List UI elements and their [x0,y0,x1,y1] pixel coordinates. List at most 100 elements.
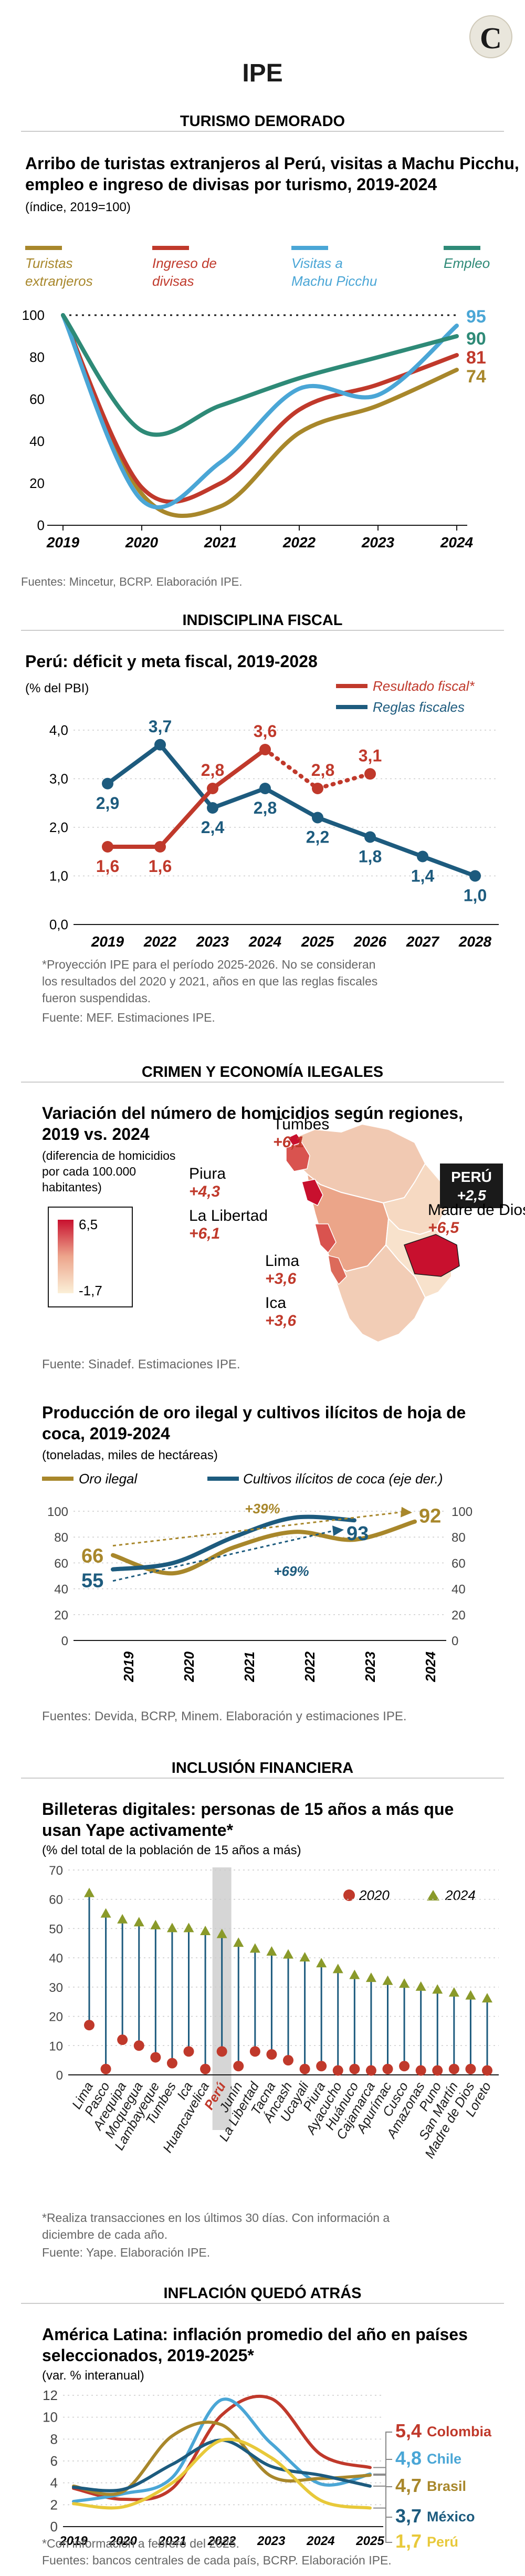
leader-line [373,2459,392,2475]
y-tick-label-right: 100 [452,1505,472,1519]
end-data-label: 3,7 [395,2505,422,2527]
region-value: +3,6 [265,1270,297,1287]
x-tick-label: 2021 [242,1651,257,1682]
data-point-2020 [349,2063,360,2074]
legend-label: Empleo [444,255,490,271]
x-tick-label: 2020 [125,534,159,550]
data-point-2024 [216,1928,227,1938]
data-point-2024 [117,1914,128,1924]
x-tick-label: 2023 [257,2534,286,2548]
region-madre-de-dios [404,1234,460,1277]
legend-label: Visitas a [291,255,343,271]
section-heading: INCLUSIÓN FINANCIERA [172,1759,353,1777]
y-tick-label: 3,0 [49,771,68,787]
tourism-line-chart: 0 20 40 60 80 100 2019 2020 2021 2022 2023 2024 7481… [22,307,486,550]
x-tick-label: 2020 [181,1651,197,1682]
data-point-2020 [117,2034,128,2045]
data-point [364,768,376,780]
arrow-head [401,1507,412,1518]
region-south [330,1244,426,1343]
data-point-2024 [100,1908,111,1918]
y-tick-label: 0 [50,2519,58,2535]
x-tick-label: 2027 [406,933,440,950]
series-line [72,2394,372,2501]
data-label: 3,7 [149,717,172,736]
data-point-2024 [183,1923,194,1933]
data-point-2020 [482,2065,492,2076]
data-point-2020 [432,2065,443,2076]
end-data-label: 95 [466,307,486,327]
data-point [102,841,113,853]
y-tick-label: 40 [54,1583,68,1597]
data-point-2020 [84,2020,94,2031]
y-tick-label: 80 [29,349,45,365]
data-label: 2,8 [254,798,277,817]
region-piura [286,1142,310,1172]
data-point [469,870,481,882]
leader-line [373,2507,392,2543]
footnote: *Realiza transacciones en los últimos 30… [42,2211,390,2225]
data-label: 2,9 [96,794,119,813]
chart-title: seleccionados, 2019-2025* [42,2346,254,2365]
y-tick-label: 20 [49,2010,63,2024]
source-note: Fuente: MEF. Estimaciones IPE. [42,1011,215,1024]
peru-total-badge [440,1164,503,1208]
y-tick-label: 0 [37,517,45,533]
chart-title: 2019 vs. 2024 [42,1125,150,1144]
y-tick-label-right: 0 [452,1634,458,1648]
series-line [61,313,459,518]
data-label: 1,4 [411,867,435,886]
source-note: Fuentes: Devida, BCRP, Minem. Elaboració… [42,1709,407,1723]
chart-title: empleo e ingreso de divisas por turismo,… [25,175,437,194]
x-tick-label: 2019 [121,1651,136,1682]
peru-map [286,1123,460,1343]
end-data-label: 93 [346,1523,369,1545]
data-point-2020 [233,2061,244,2072]
section-tourism: TURISMO DEMORADO Arribo de turistas extr… [21,113,519,588]
growth-label: +39% [245,1501,280,1516]
series-line [61,313,459,510]
start-data-label: 55 [81,1570,103,1592]
chart-legend: Resultado fiscal* Reglas fiscales [336,678,475,715]
color-scale-box [48,1207,133,1307]
series-line [61,313,459,437]
data-point [154,841,166,853]
end-data-label: 4,8 [395,2447,422,2469]
series-line [61,313,459,504]
x-tick-label: 2019 [59,2534,88,2548]
leader-line [373,2485,392,2518]
data-point [312,812,323,824]
x-tick-label: 2028 [458,933,492,950]
y-tick-label: 10 [43,2409,58,2425]
series-line [108,747,267,849]
data-point-2024 [166,1923,177,1933]
data-point-2024 [266,1946,277,1956]
country-label: Brasil [427,2478,466,2494]
data-point-2024 [233,1937,244,1947]
footnote: *Proyección IPE para el período 2025-202… [42,958,375,971]
y-tick-label-right: 20 [452,1608,466,1623]
x-tick-label: 2024 [306,2534,334,2548]
data-label: 1,6 [96,857,119,876]
data-point-2024 [316,1958,327,1968]
data-label: 1,8 [359,847,382,866]
data-point-2024 [399,1978,410,1988]
y-tick-label: 70 [49,1864,63,1878]
legend-2020: 2020 [359,1887,390,1903]
data-point [154,739,166,751]
chart-title: Producción de oro ilegal y cultivos ilíc… [42,1403,466,1422]
region-value: +3,6 [265,1312,297,1329]
data-point-2024 [299,1952,310,1962]
end-data-label: 90 [466,329,486,349]
legend-rules: Reglas fiscales [373,699,465,715]
data-point [207,783,218,794]
y-tick-label: 80 [54,1531,68,1545]
data-point-2020 [100,2063,111,2074]
chart-title: Billeteras digitales: personas de 15 año… [42,1800,454,1819]
growth-arrow [112,1511,402,1547]
chart-legend: 2020 2024 [343,1887,476,1903]
leader-line [373,2432,392,2468]
logo-letter: C [480,21,502,55]
x-tick-label: 2023 [196,933,229,950]
